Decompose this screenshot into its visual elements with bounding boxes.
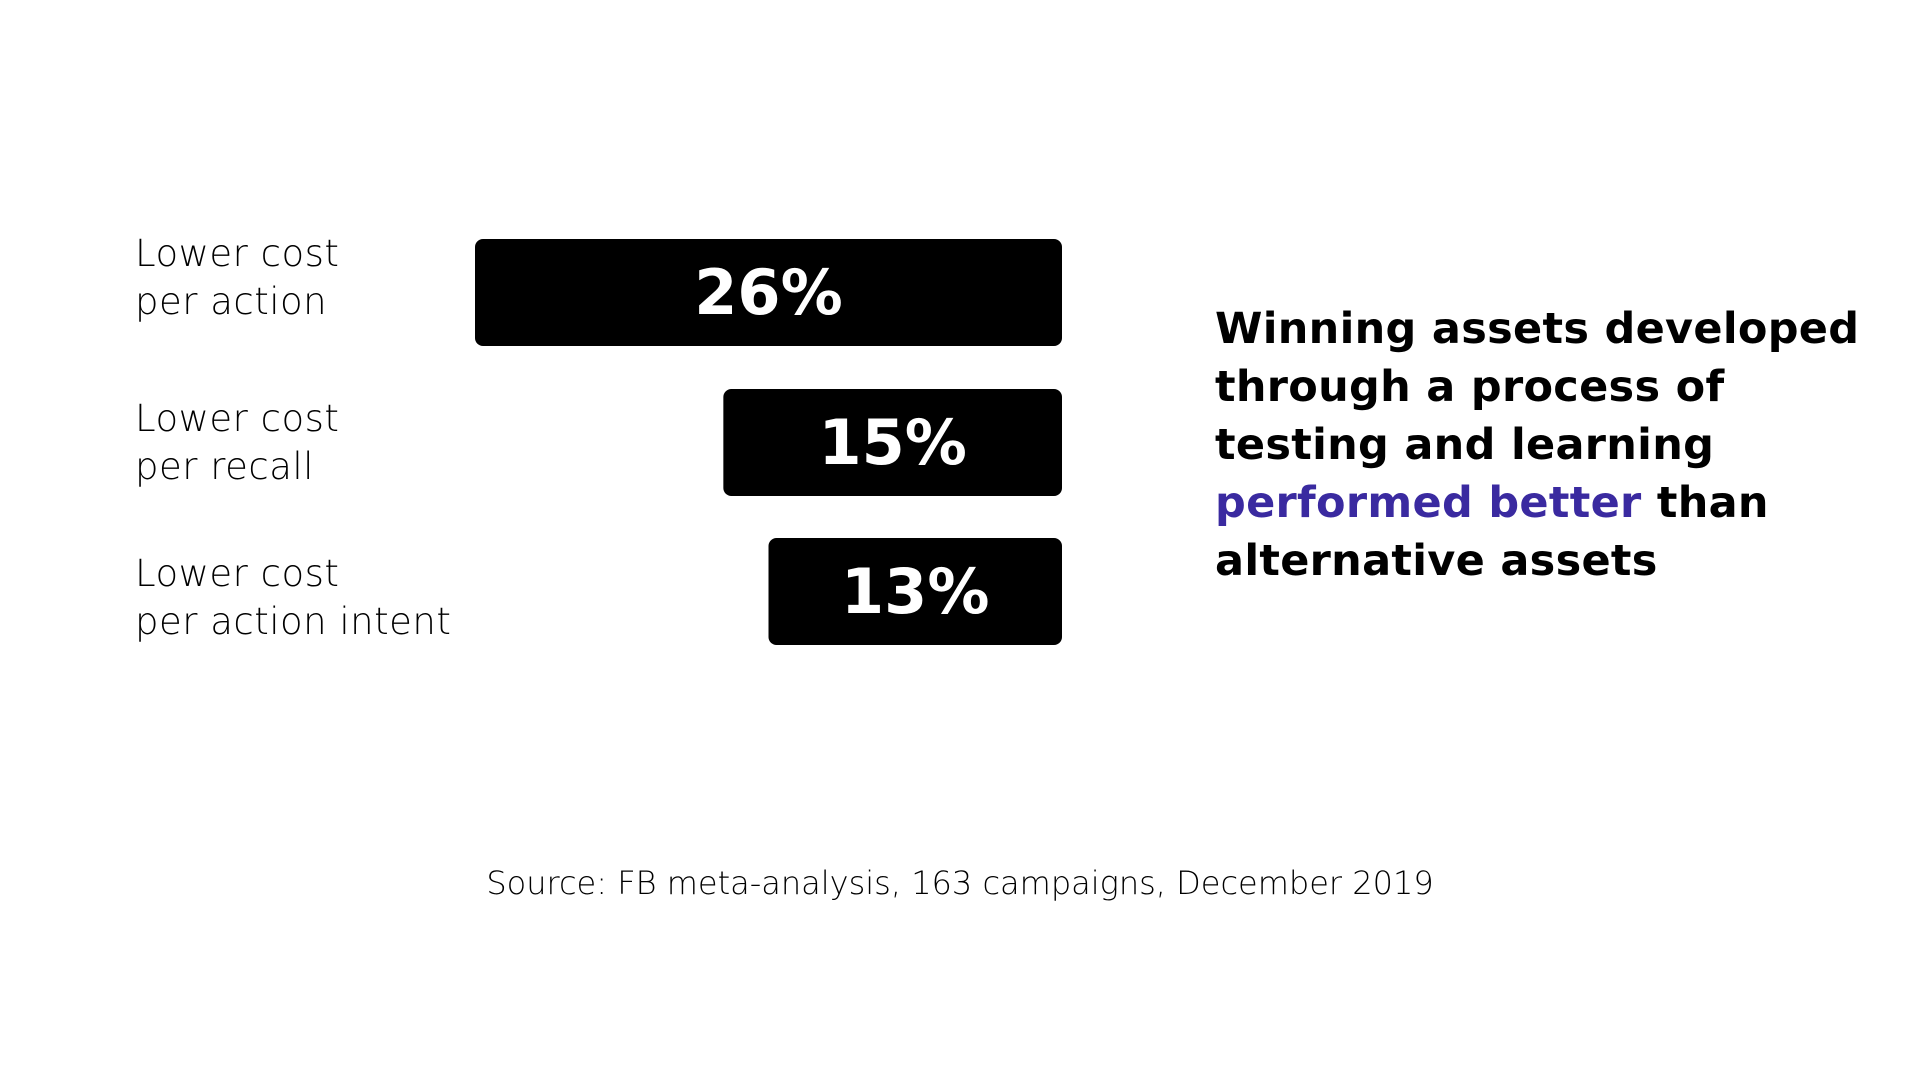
- category-label-3-line-1: Lower cost: [135, 552, 340, 595]
- category-label-1-line-2: per action: [135, 280, 328, 323]
- headline-line-1: Winning assets developed: [1215, 304, 1860, 354]
- category-label-3-line-2: per action intent: [135, 600, 452, 643]
- headline: Winning assets developed through a proce…: [1215, 300, 1860, 590]
- bar-3-value-label: 13%: [841, 555, 989, 628]
- bar-1: [475, 239, 1062, 346]
- category-label-2-line-2: per recall: [135, 445, 314, 488]
- headline-line-3: testing and learning: [1215, 420, 1715, 470]
- headline-line-5: alternative assets: [1215, 536, 1658, 586]
- headline-line-4: performed better than: [1215, 474, 1855, 532]
- headline-line-2: through a process of: [1215, 362, 1725, 412]
- bar-3: [768, 538, 1062, 645]
- headline-highlight: performed better: [1215, 478, 1642, 528]
- category-label-1: Lower cost per action: [135, 230, 465, 326]
- bar-1-value-label: 26%: [694, 256, 842, 329]
- bar-2: [723, 389, 1062, 496]
- category-label-1-line-1: Lower cost: [135, 232, 340, 275]
- category-label-2-line-1: Lower cost: [135, 397, 340, 440]
- bar-2-value-label: 15%: [818, 406, 966, 479]
- category-label-3: Lower cost per action intent: [135, 550, 465, 646]
- category-label-2: Lower cost per recall: [135, 395, 465, 491]
- bars-layer: 26% 15% 13%: [475, 239, 1062, 645]
- headline-line-4-rest: than: [1641, 478, 1769, 528]
- source-note: Source: FB meta-analysis, 163 campaigns,…: [486, 864, 1434, 902]
